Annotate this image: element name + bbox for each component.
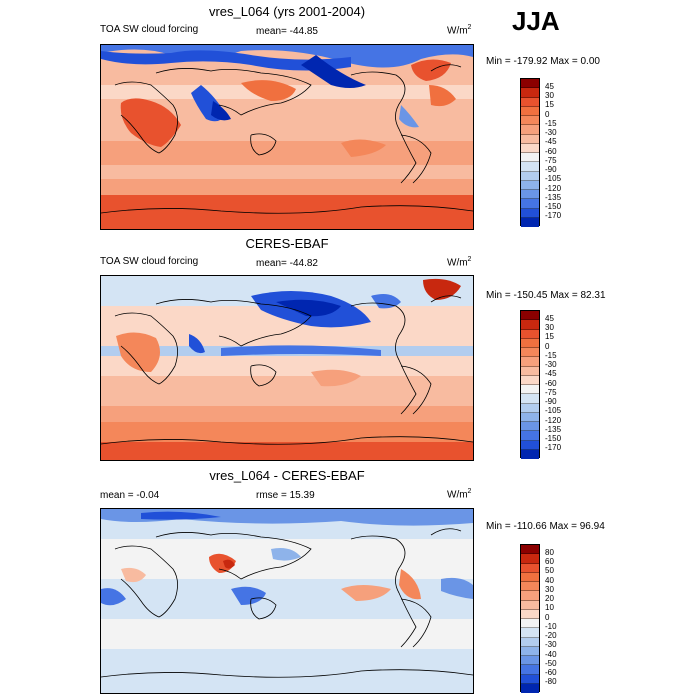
colorbar-tick: -20	[545, 631, 557, 640]
colorbar-tick: 15	[545, 332, 554, 341]
map-difference	[100, 508, 474, 694]
colorbar-tick: 30	[545, 585, 554, 594]
colorbar-tick: -45	[545, 137, 557, 146]
colorbar-tick: -90	[545, 397, 557, 406]
colorbar-tick: 0	[545, 613, 550, 622]
min-max-label: Min = -179.92 Max = 0.00	[486, 56, 600, 67]
colorbar-tick: 30	[545, 91, 554, 100]
colorbar-tick: -40	[545, 650, 557, 659]
colorbar-tick: -150	[545, 202, 562, 211]
colorbar-tick: -10	[545, 622, 557, 631]
colorbar-tick: 60	[545, 557, 554, 566]
colorbar-tick: -90	[545, 165, 557, 174]
min-max-label: Min = -110.66 Max = 96.94	[486, 521, 605, 532]
colorbar-tick: -60	[545, 147, 557, 156]
map-model	[100, 44, 474, 230]
rmse-label: rmse = 15.39	[256, 490, 315, 501]
unit-label: W/m2	[447, 256, 472, 269]
mean-label: mean = -0.04	[100, 490, 160, 501]
colorbar-tick: -120	[545, 416, 562, 425]
colorbar-tick: 40	[545, 576, 554, 585]
colorbar-tick: -15	[545, 351, 557, 360]
map-canvas	[101, 509, 473, 693]
colorbar-tick: 45	[545, 82, 554, 91]
colorbar-tick: 30	[545, 323, 554, 332]
colorbar-tick: -135	[545, 193, 562, 202]
colorbar-tick: -60	[545, 668, 557, 677]
map-canvas	[101, 276, 473, 460]
colorbar-tick: 80	[545, 548, 554, 557]
colorbar-tick: 20	[545, 594, 554, 603]
colorbar-tick: -50	[545, 659, 557, 668]
colorbar-tick: -105	[545, 174, 562, 183]
colorbar-tick: -15	[545, 119, 557, 128]
colorbar	[520, 544, 540, 693]
colorbar-tick: 0	[545, 110, 550, 119]
variable-label: TOA SW cloud forcing	[100, 24, 199, 35]
colorbar-tick: -80	[545, 677, 557, 686]
colorbar-tick: -30	[545, 128, 557, 137]
colorbar-tick: -135	[545, 425, 562, 434]
colorbar-tick: 15	[545, 100, 554, 109]
panel-title: CERES-EBAF	[245, 236, 329, 251]
mean-label: mean= -44.85	[256, 26, 318, 37]
unit-label: W/m2	[447, 488, 472, 501]
map-observations	[100, 275, 474, 461]
min-max-label: Min = -150.45 Max = 82.31	[486, 290, 606, 301]
colorbar-tick: 10	[545, 603, 554, 612]
variable-label: TOA SW cloud forcing	[100, 256, 199, 267]
colorbar-tick: 50	[545, 566, 554, 575]
colorbar-tick: -45	[545, 369, 557, 378]
colorbar-tick: -170	[545, 211, 562, 220]
colorbar-tick: -170	[545, 443, 562, 452]
colorbar-tick: -30	[545, 640, 557, 649]
mean-label: mean= -44.82	[256, 258, 318, 269]
colorbar	[520, 78, 540, 227]
colorbar-tick: -120	[545, 184, 562, 193]
colorbar-tick: -60	[545, 379, 557, 388]
unit-label: W/m2	[447, 24, 472, 37]
colorbar-tick: -75	[545, 388, 557, 397]
colorbar-tick: -105	[545, 406, 562, 415]
colorbar-tick: 0	[545, 342, 550, 351]
colorbar-tick: -30	[545, 360, 557, 369]
map-canvas	[101, 45, 473, 229]
panel-title: vres_L064 - CERES-EBAF	[209, 468, 365, 483]
colorbar-tick: -150	[545, 434, 562, 443]
colorbar	[520, 310, 540, 459]
colorbar-tick: -75	[545, 156, 557, 165]
season-label: JJA	[512, 6, 560, 36]
panel-title: vres_L064 (yrs 2001-2004)	[208, 4, 366, 19]
colorbar-tick: 45	[545, 314, 554, 323]
